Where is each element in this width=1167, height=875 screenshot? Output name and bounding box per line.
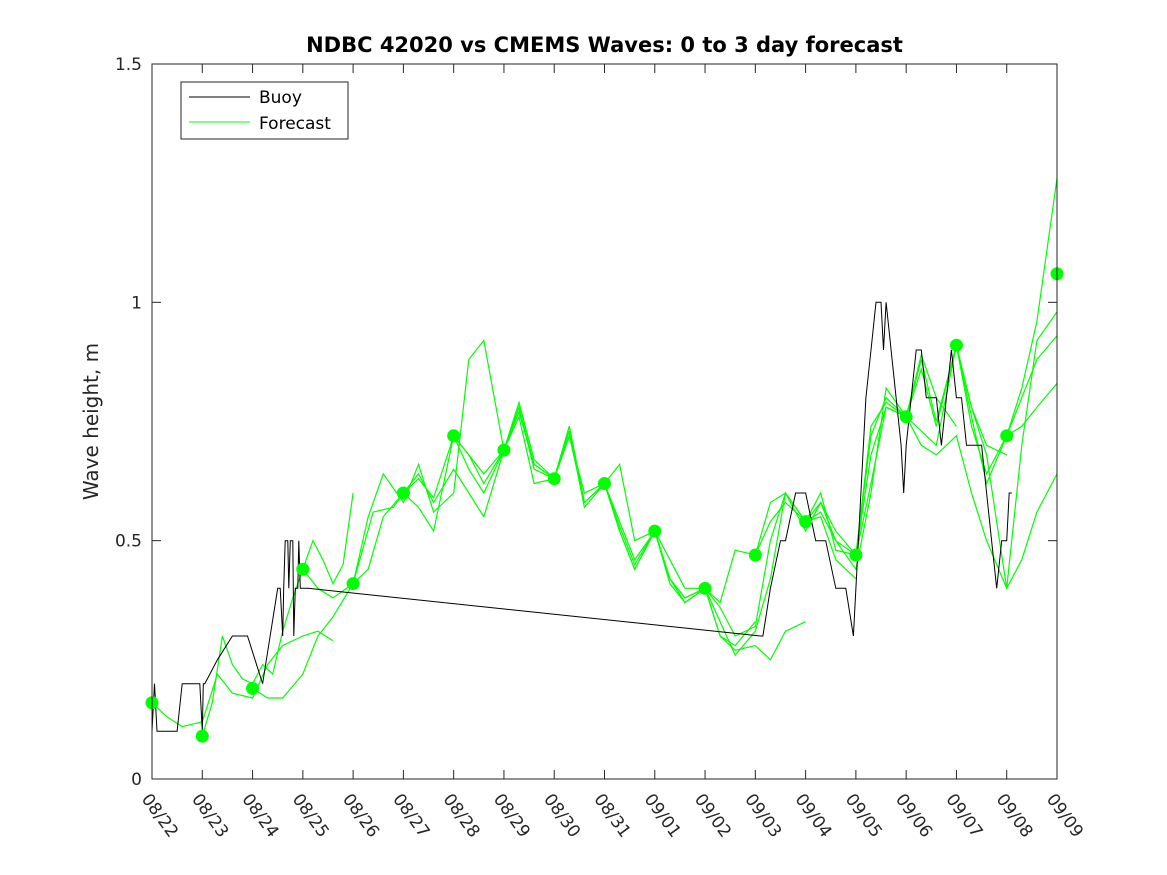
forecast-marker [1000, 429, 1014, 443]
forecast-marker [748, 548, 762, 562]
y-tick-label: 0 [131, 770, 142, 790]
forecast-run-line [151, 630, 334, 728]
forecast-marker [396, 486, 410, 500]
forecast-marker [799, 515, 813, 529]
forecast-marker [598, 476, 611, 490]
forecast-marker [849, 548, 863, 562]
forecast-marker [698, 581, 712, 595]
forecast-run-line [1006, 335, 1058, 437]
forecast-run-line [604, 463, 857, 657]
forecast-markers [145, 267, 1064, 743]
plot-area [152, 64, 1057, 779]
forecast-marker [296, 562, 310, 576]
forecast-run-line [252, 449, 505, 699]
y-tick-label: 0.5 [115, 532, 142, 552]
y-axis-label: Wave height, m [79, 343, 103, 500]
buoy-line [151, 301, 1012, 732]
y-axis: 0 0.5 1 1.5 [115, 55, 1057, 790]
legend: Buoy Forecast [180, 81, 349, 140]
forecast-marker [949, 338, 963, 352]
forecast-marker [899, 410, 913, 424]
forecast-run-line [402, 410, 656, 566]
legend-box [180, 81, 349, 140]
legend-forecast-label: Forecast [259, 114, 331, 134]
forecast-marker [497, 443, 511, 457]
forecast-marker [447, 429, 461, 443]
forecast-run-line [905, 416, 1058, 590]
buoy-series [151, 301, 1012, 732]
legend-buoy-label: Buoy [259, 88, 302, 108]
forecast-marker [648, 524, 662, 538]
forecast-marker [246, 681, 260, 695]
y-tick-label: 1 [131, 293, 142, 313]
forecast-marker [547, 472, 561, 486]
chart-title: NDBC 42020 vs CMEMS Waves: 0 to 3 day fo… [306, 33, 903, 57]
forecast-run-line [201, 492, 354, 737]
forecast-run-line [654, 386, 907, 637]
forecast-marker [346, 577, 360, 591]
forecast-marker [195, 729, 209, 743]
y-tick-label: 1.5 [115, 55, 142, 75]
